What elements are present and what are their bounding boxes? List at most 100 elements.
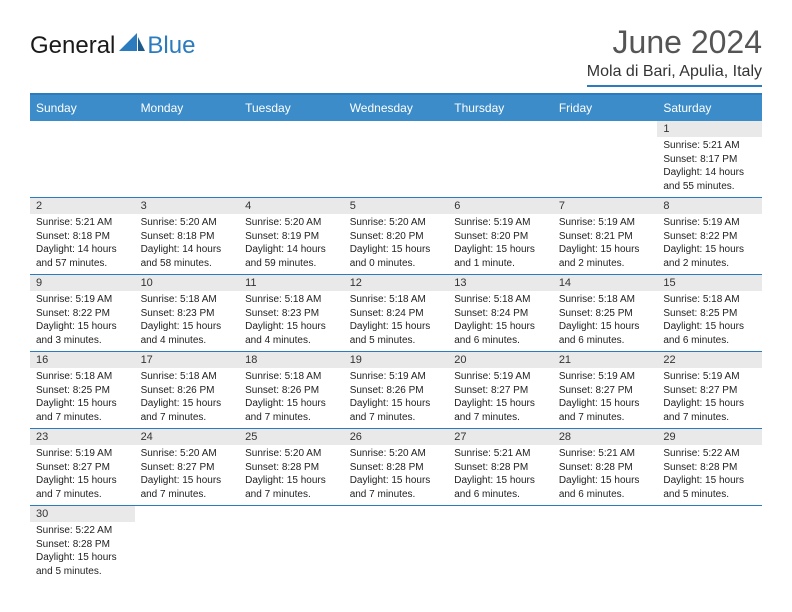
calendar-page: General Blue June 2024 Mola di Bari, Apu…: [0, 0, 792, 606]
calendar-day-cell: 20Sunrise: 5:19 AMSunset: 8:27 PMDayligh…: [448, 352, 553, 429]
day-content: Sunrise: 5:20 AMSunset: 8:28 PMDaylight:…: [344, 445, 449, 505]
sunrise-text: Sunrise: 5:18 AM: [141, 293, 234, 307]
sunset-text: Sunset: 8:28 PM: [36, 538, 129, 552]
calendar-day-cell: 13Sunrise: 5:18 AMSunset: 8:24 PMDayligh…: [448, 275, 553, 352]
day-content: Sunrise: 5:19 AMSunset: 8:22 PMDaylight:…: [30, 291, 135, 351]
calendar-week-row: 23Sunrise: 5:19 AMSunset: 8:27 PMDayligh…: [30, 429, 762, 506]
calendar-day-cell: 27Sunrise: 5:21 AMSunset: 8:28 PMDayligh…: [448, 429, 553, 506]
day-content: Sunrise: 5:18 AMSunset: 8:23 PMDaylight:…: [239, 291, 344, 351]
sunset-text: Sunset: 8:23 PM: [141, 307, 234, 321]
sunrise-text: Sunrise: 5:22 AM: [36, 524, 129, 538]
header-right: June 2024 Mola di Bari, Apulia, Italy: [587, 24, 762, 87]
daylight-text: Daylight: 15 hours and 6 minutes.: [454, 474, 547, 501]
day-content: Sunrise: 5:19 AMSunset: 8:27 PMDaylight:…: [448, 368, 553, 428]
calendar-empty-cell: [553, 121, 658, 198]
day-content: Sunrise: 5:20 AMSunset: 8:28 PMDaylight:…: [239, 445, 344, 505]
sunset-text: Sunset: 8:24 PM: [454, 307, 547, 321]
calendar-day-cell: 5Sunrise: 5:20 AMSunset: 8:20 PMDaylight…: [344, 198, 449, 275]
daylight-text: Daylight: 14 hours and 55 minutes.: [663, 166, 756, 193]
calendar-day-cell: 25Sunrise: 5:20 AMSunset: 8:28 PMDayligh…: [239, 429, 344, 506]
calendar-empty-cell: [553, 506, 658, 583]
logo: General Blue: [30, 32, 195, 60]
daylight-text: Daylight: 15 hours and 7 minutes.: [350, 397, 443, 424]
sunrise-text: Sunrise: 5:19 AM: [36, 447, 129, 461]
daylight-text: Daylight: 15 hours and 7 minutes.: [36, 397, 129, 424]
day-content: Sunrise: 5:18 AMSunset: 8:25 PMDaylight:…: [657, 291, 762, 351]
calendar-empty-cell: [448, 121, 553, 198]
day-number: 7: [553, 198, 658, 214]
weekday-header: Saturday: [657, 95, 762, 121]
calendar-day-cell: 18Sunrise: 5:18 AMSunset: 8:26 PMDayligh…: [239, 352, 344, 429]
calendar-empty-cell: [657, 506, 762, 583]
weekday-header: Monday: [135, 95, 240, 121]
sunrise-text: Sunrise: 5:19 AM: [559, 370, 652, 384]
daylight-text: Daylight: 15 hours and 1 minute.: [454, 243, 547, 270]
month-title: June 2024: [587, 24, 762, 61]
day-number: 18: [239, 352, 344, 368]
calendar-day-cell: 1Sunrise: 5:21 AMSunset: 8:17 PMDaylight…: [657, 121, 762, 198]
sunset-text: Sunset: 8:24 PM: [350, 307, 443, 321]
day-number: 10: [135, 275, 240, 291]
daylight-text: Daylight: 15 hours and 5 minutes.: [350, 320, 443, 347]
calendar-week-row: 1Sunrise: 5:21 AMSunset: 8:17 PMDaylight…: [30, 121, 762, 198]
day-content: Sunrise: 5:20 AMSunset: 8:20 PMDaylight:…: [344, 214, 449, 274]
daylight-text: Daylight: 15 hours and 7 minutes.: [141, 474, 234, 501]
daylight-text: Daylight: 15 hours and 6 minutes.: [559, 474, 652, 501]
day-number: 6: [448, 198, 553, 214]
sunset-text: Sunset: 8:25 PM: [663, 307, 756, 321]
sunset-text: Sunset: 8:27 PM: [559, 384, 652, 398]
sunrise-text: Sunrise: 5:20 AM: [245, 447, 338, 461]
calendar-day-cell: 12Sunrise: 5:18 AMSunset: 8:24 PMDayligh…: [344, 275, 449, 352]
day-content: Sunrise: 5:20 AMSunset: 8:27 PMDaylight:…: [135, 445, 240, 505]
day-number: 19: [344, 352, 449, 368]
day-number: 9: [30, 275, 135, 291]
day-content: Sunrise: 5:21 AMSunset: 8:18 PMDaylight:…: [30, 214, 135, 274]
sunrise-text: Sunrise: 5:22 AM: [663, 447, 756, 461]
day-number: 23: [30, 429, 135, 445]
day-number: 14: [553, 275, 658, 291]
sunset-text: Sunset: 8:22 PM: [36, 307, 129, 321]
day-content: Sunrise: 5:18 AMSunset: 8:24 PMDaylight:…: [344, 291, 449, 351]
sunset-text: Sunset: 8:28 PM: [245, 461, 338, 475]
sunset-text: Sunset: 8:18 PM: [36, 230, 129, 244]
day-content: Sunrise: 5:19 AMSunset: 8:26 PMDaylight:…: [344, 368, 449, 428]
day-number: 25: [239, 429, 344, 445]
calendar-day-cell: 29Sunrise: 5:22 AMSunset: 8:28 PMDayligh…: [657, 429, 762, 506]
calendar-empty-cell: [239, 506, 344, 583]
day-number: 8: [657, 198, 762, 214]
day-content: Sunrise: 5:18 AMSunset: 8:23 PMDaylight:…: [135, 291, 240, 351]
daylight-text: Daylight: 15 hours and 5 minutes.: [663, 474, 756, 501]
calendar-day-cell: 28Sunrise: 5:21 AMSunset: 8:28 PMDayligh…: [553, 429, 658, 506]
sunset-text: Sunset: 8:20 PM: [350, 230, 443, 244]
page-header: General Blue June 2024 Mola di Bari, Apu…: [30, 24, 762, 87]
daylight-text: Daylight: 15 hours and 7 minutes.: [36, 474, 129, 501]
weekday-header: Wednesday: [344, 95, 449, 121]
day-number: 28: [553, 429, 658, 445]
sunset-text: Sunset: 8:28 PM: [454, 461, 547, 475]
daylight-text: Daylight: 15 hours and 7 minutes.: [245, 474, 338, 501]
daylight-text: Daylight: 15 hours and 7 minutes.: [245, 397, 338, 424]
day-number: 12: [344, 275, 449, 291]
calendar-day-cell: 17Sunrise: 5:18 AMSunset: 8:26 PMDayligh…: [135, 352, 240, 429]
sunrise-text: Sunrise: 5:18 AM: [245, 293, 338, 307]
day-content: Sunrise: 5:18 AMSunset: 8:26 PMDaylight:…: [135, 368, 240, 428]
sunrise-text: Sunrise: 5:20 AM: [245, 216, 338, 230]
calendar-empty-cell: [239, 121, 344, 198]
day-number: 4: [239, 198, 344, 214]
day-number: 26: [344, 429, 449, 445]
day-number: 1: [657, 121, 762, 137]
day-content: Sunrise: 5:19 AMSunset: 8:22 PMDaylight:…: [657, 214, 762, 274]
weekday-header: Thursday: [448, 95, 553, 121]
sunrise-text: Sunrise: 5:21 AM: [36, 216, 129, 230]
calendar-table: SundayMondayTuesdayWednesdayThursdayFrid…: [30, 95, 762, 582]
calendar-day-cell: 16Sunrise: 5:18 AMSunset: 8:25 PMDayligh…: [30, 352, 135, 429]
sunrise-text: Sunrise: 5:20 AM: [350, 216, 443, 230]
sunrise-text: Sunrise: 5:19 AM: [36, 293, 129, 307]
calendar-day-cell: 6Sunrise: 5:19 AMSunset: 8:20 PMDaylight…: [448, 198, 553, 275]
daylight-text: Daylight: 15 hours and 7 minutes.: [350, 474, 443, 501]
sunrise-text: Sunrise: 5:20 AM: [141, 216, 234, 230]
sunrise-text: Sunrise: 5:21 AM: [559, 447, 652, 461]
calendar-day-cell: 22Sunrise: 5:19 AMSunset: 8:27 PMDayligh…: [657, 352, 762, 429]
daylight-text: Daylight: 15 hours and 2 minutes.: [663, 243, 756, 270]
logo-text-general: General: [30, 32, 115, 60]
